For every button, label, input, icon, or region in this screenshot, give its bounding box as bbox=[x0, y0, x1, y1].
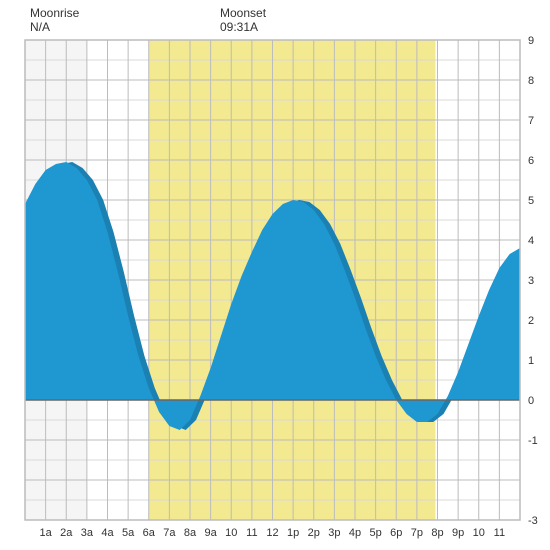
svg-text:10: 10 bbox=[473, 527, 485, 539]
svg-text:7a: 7a bbox=[163, 527, 176, 539]
svg-text:5a: 5a bbox=[122, 527, 135, 539]
moonrise-value: N/A bbox=[30, 20, 79, 34]
moonset-value: 09:31A bbox=[220, 20, 266, 34]
svg-text:8p: 8p bbox=[431, 527, 443, 539]
svg-text:7: 7 bbox=[528, 115, 534, 127]
svg-text:1: 1 bbox=[528, 355, 534, 367]
svg-text:3p: 3p bbox=[328, 527, 340, 539]
svg-text:6: 6 bbox=[528, 155, 534, 167]
svg-text:-1: -1 bbox=[528, 435, 538, 447]
svg-text:8a: 8a bbox=[184, 527, 197, 539]
svg-text:5: 5 bbox=[528, 195, 534, 207]
svg-text:9p: 9p bbox=[452, 527, 464, 539]
svg-text:11: 11 bbox=[494, 527, 505, 539]
svg-text:10: 10 bbox=[225, 527, 237, 539]
svg-text:2: 2 bbox=[528, 315, 534, 327]
moonset-block: Moonset 09:31A bbox=[220, 6, 266, 34]
svg-text:6p: 6p bbox=[390, 527, 402, 539]
svg-text:1p: 1p bbox=[287, 527, 299, 539]
svg-text:6a: 6a bbox=[143, 527, 156, 539]
svg-text:4p: 4p bbox=[349, 527, 361, 539]
svg-text:7p: 7p bbox=[411, 527, 423, 539]
svg-text:0: 0 bbox=[528, 395, 534, 407]
svg-text:2a: 2a bbox=[60, 527, 73, 539]
tide-chart: Moonrise N/A Moonset 09:31A -3-101234567… bbox=[0, 0, 550, 550]
svg-text:5p: 5p bbox=[370, 527, 382, 539]
svg-text:3a: 3a bbox=[81, 527, 94, 539]
moonrise-label: Moonrise bbox=[30, 6, 79, 20]
svg-text:9a: 9a bbox=[205, 527, 218, 539]
svg-text:-3: -3 bbox=[528, 515, 538, 527]
svg-text:2p: 2p bbox=[308, 527, 320, 539]
moonrise-block: Moonrise N/A bbox=[30, 6, 79, 34]
chart-svg: -3-101234567891a2a3a4a5a6a7a8a9a1011121p… bbox=[0, 0, 550, 550]
svg-text:1a: 1a bbox=[40, 527, 53, 539]
svg-text:12: 12 bbox=[266, 527, 278, 539]
svg-text:11: 11 bbox=[246, 527, 257, 539]
svg-text:8: 8 bbox=[528, 75, 534, 87]
svg-text:4: 4 bbox=[528, 235, 534, 247]
moonset-label: Moonset bbox=[220, 6, 266, 20]
svg-text:9: 9 bbox=[528, 35, 534, 47]
svg-text:4a: 4a bbox=[101, 527, 114, 539]
svg-text:3: 3 bbox=[528, 275, 534, 287]
